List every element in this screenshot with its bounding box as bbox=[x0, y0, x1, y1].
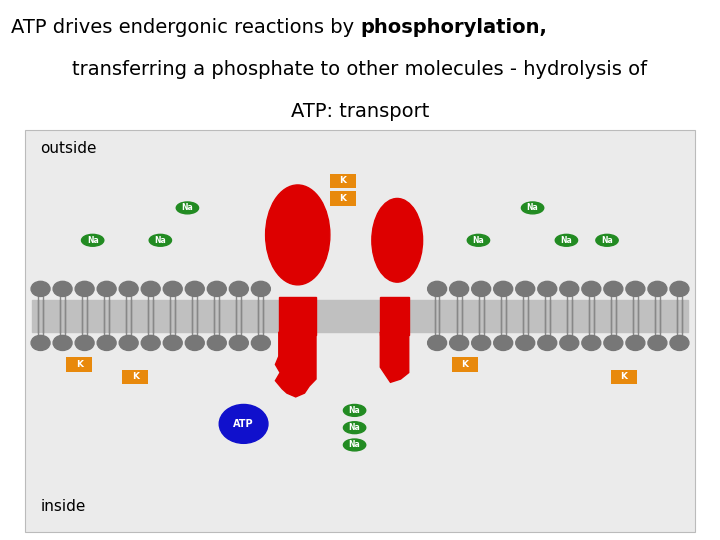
FancyBboxPatch shape bbox=[25, 130, 695, 532]
Circle shape bbox=[472, 281, 490, 296]
Text: Na: Na bbox=[348, 406, 361, 415]
FancyBboxPatch shape bbox=[611, 370, 637, 384]
Text: Na: Na bbox=[155, 236, 166, 245]
Text: K: K bbox=[621, 373, 627, 381]
Ellipse shape bbox=[555, 234, 577, 246]
Polygon shape bbox=[275, 332, 316, 397]
Circle shape bbox=[163, 335, 182, 350]
Circle shape bbox=[604, 281, 623, 296]
Text: ATP: transport: ATP: transport bbox=[291, 102, 429, 122]
Circle shape bbox=[560, 281, 579, 296]
FancyBboxPatch shape bbox=[122, 370, 148, 384]
Text: Na: Na bbox=[87, 236, 99, 245]
FancyBboxPatch shape bbox=[330, 174, 356, 188]
Circle shape bbox=[120, 281, 138, 296]
Text: ATP drives endergonic reactions by: ATP drives endergonic reactions by bbox=[11, 18, 360, 37]
Ellipse shape bbox=[176, 202, 199, 214]
FancyBboxPatch shape bbox=[451, 357, 478, 372]
Text: Na: Na bbox=[527, 204, 539, 212]
Text: Na: Na bbox=[181, 204, 193, 212]
Text: K: K bbox=[132, 373, 139, 381]
Circle shape bbox=[251, 335, 270, 350]
Text: K: K bbox=[340, 194, 346, 203]
Circle shape bbox=[648, 335, 667, 350]
Bar bbox=[380, 297, 409, 335]
Circle shape bbox=[428, 335, 446, 350]
FancyBboxPatch shape bbox=[66, 357, 92, 372]
FancyBboxPatch shape bbox=[330, 192, 356, 206]
Text: inside: inside bbox=[40, 499, 86, 514]
Circle shape bbox=[163, 281, 182, 296]
Text: Na: Na bbox=[348, 423, 361, 432]
Bar bbox=[279, 297, 316, 335]
Ellipse shape bbox=[596, 234, 618, 246]
Text: Na: Na bbox=[348, 441, 361, 449]
Circle shape bbox=[538, 281, 557, 296]
Circle shape bbox=[207, 335, 226, 350]
Ellipse shape bbox=[343, 404, 366, 416]
Circle shape bbox=[75, 281, 94, 296]
Ellipse shape bbox=[521, 202, 544, 214]
Circle shape bbox=[604, 335, 623, 350]
Circle shape bbox=[472, 335, 490, 350]
Circle shape bbox=[185, 281, 204, 296]
Circle shape bbox=[120, 335, 138, 350]
Text: Na: Na bbox=[472, 236, 485, 245]
Circle shape bbox=[538, 335, 557, 350]
Circle shape bbox=[648, 281, 667, 296]
Text: K: K bbox=[340, 177, 346, 185]
Text: K: K bbox=[462, 360, 469, 369]
Text: phosphorylation,: phosphorylation, bbox=[360, 18, 547, 37]
Circle shape bbox=[230, 281, 248, 296]
Circle shape bbox=[53, 335, 72, 350]
Circle shape bbox=[626, 335, 645, 350]
Text: outside: outside bbox=[40, 141, 97, 156]
Circle shape bbox=[185, 335, 204, 350]
Circle shape bbox=[31, 335, 50, 350]
Circle shape bbox=[494, 281, 513, 296]
Circle shape bbox=[230, 335, 248, 350]
Ellipse shape bbox=[81, 234, 104, 246]
Circle shape bbox=[141, 335, 160, 350]
Text: transferring a phosphate to other molecules - hydrolysis of: transferring a phosphate to other molecu… bbox=[73, 60, 647, 79]
Circle shape bbox=[450, 335, 469, 350]
Circle shape bbox=[97, 281, 116, 296]
Circle shape bbox=[582, 335, 600, 350]
Circle shape bbox=[582, 281, 600, 296]
Circle shape bbox=[428, 281, 446, 296]
Polygon shape bbox=[380, 332, 409, 382]
Text: Na: Na bbox=[601, 236, 613, 245]
Circle shape bbox=[75, 335, 94, 350]
Ellipse shape bbox=[467, 234, 490, 246]
Circle shape bbox=[53, 281, 72, 296]
Ellipse shape bbox=[266, 185, 330, 285]
Circle shape bbox=[670, 335, 689, 350]
Circle shape bbox=[670, 281, 689, 296]
Circle shape bbox=[207, 281, 226, 296]
Circle shape bbox=[626, 281, 645, 296]
Circle shape bbox=[516, 281, 535, 296]
Ellipse shape bbox=[343, 439, 366, 451]
Ellipse shape bbox=[372, 198, 423, 282]
Circle shape bbox=[516, 335, 535, 350]
Ellipse shape bbox=[149, 234, 171, 246]
Circle shape bbox=[141, 281, 160, 296]
Text: Na: Na bbox=[561, 236, 572, 245]
Circle shape bbox=[560, 335, 579, 350]
Circle shape bbox=[219, 404, 268, 443]
Circle shape bbox=[97, 335, 116, 350]
Circle shape bbox=[450, 281, 469, 296]
Circle shape bbox=[251, 281, 270, 296]
Ellipse shape bbox=[343, 422, 366, 434]
Circle shape bbox=[31, 281, 50, 296]
Bar bbox=[32, 300, 688, 332]
Circle shape bbox=[494, 335, 513, 350]
Text: ATP: ATP bbox=[233, 419, 254, 429]
Text: K: K bbox=[76, 360, 83, 369]
